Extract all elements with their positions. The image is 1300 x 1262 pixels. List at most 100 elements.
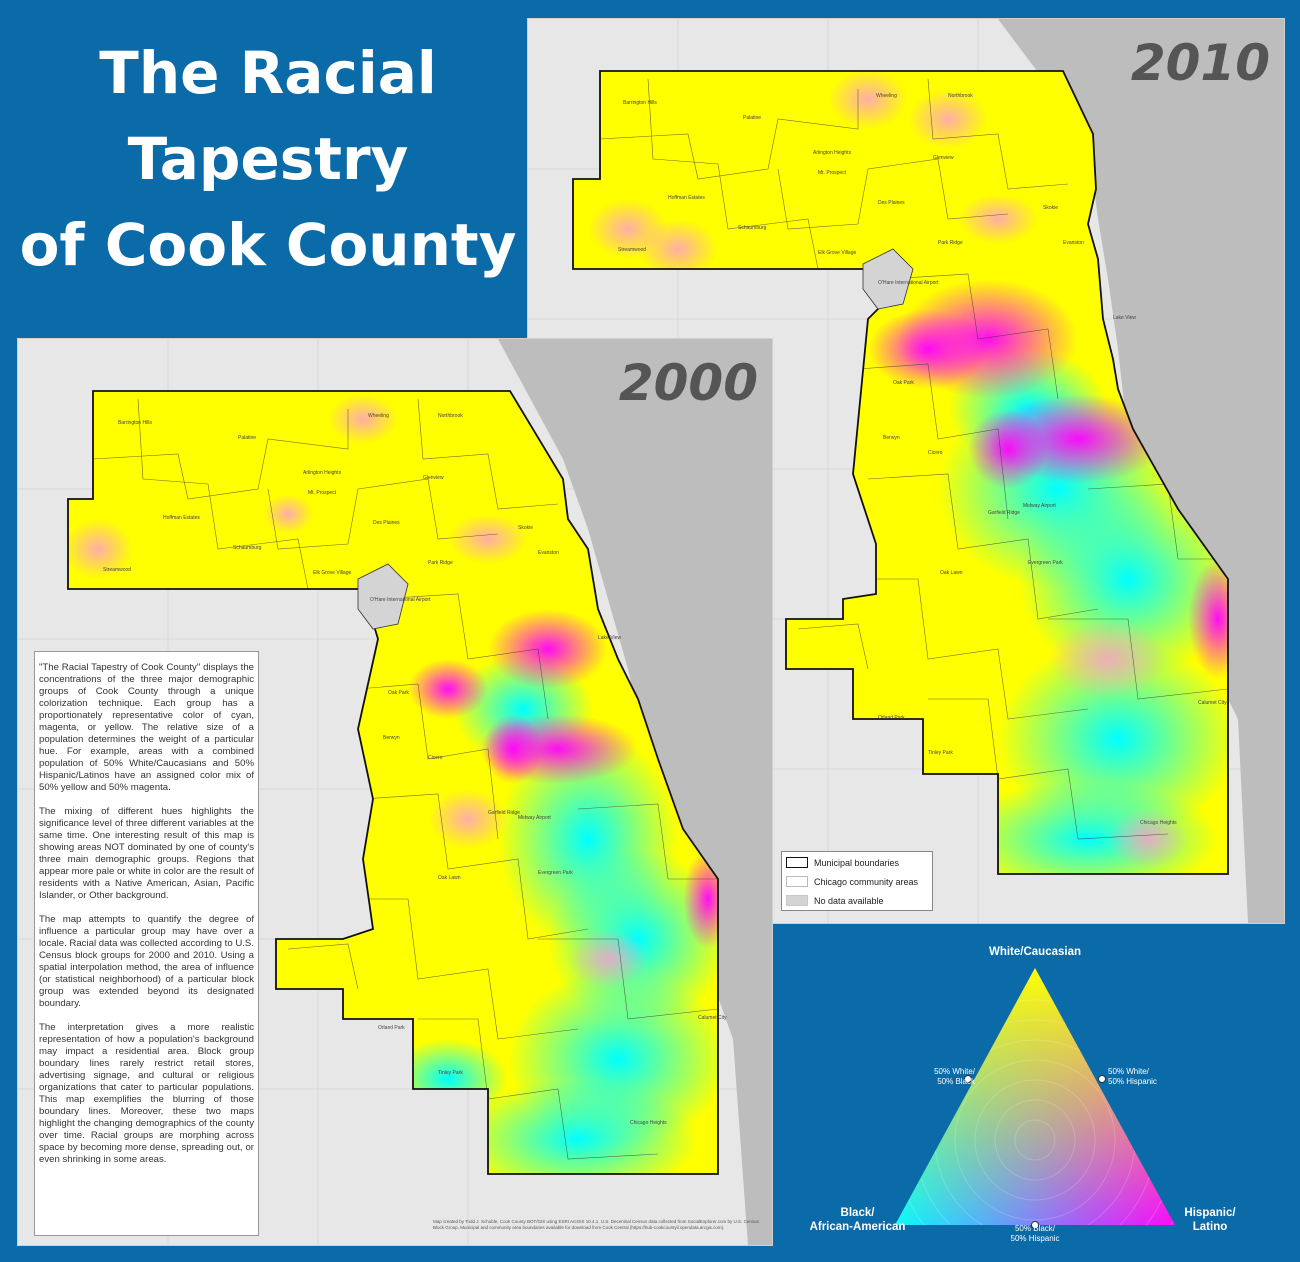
legend-no-data-label: No data available <box>814 895 884 906</box>
ohare-no-data-2010 <box>862 248 914 310</box>
place-label: Tinley Park <box>438 1070 463 1076</box>
municipal-swatch <box>786 857 808 868</box>
color-triangle <box>895 968 1175 1225</box>
place-label: Lake View <box>598 635 621 641</box>
place-label: Des Plaines <box>878 200 905 206</box>
municipal-boundaries-2010 <box>599 78 1228 840</box>
label-wh-line-1: 50% White/ <box>1108 1067 1149 1076</box>
description-panel: "The Racial Tapestry of Cook County" dis… <box>34 651 259 1236</box>
place-label: Evanston <box>538 550 559 556</box>
county-outline-2000 <box>67 390 719 1175</box>
year-label-2000: 2000 <box>618 354 758 412</box>
legend-row-no-data: No data available <box>786 892 928 909</box>
place-label: Glenview <box>423 475 444 481</box>
place-labels-2010: Barrington Hills Palatine Wheeling North… <box>618 93 1227 826</box>
place-label: Berwyn <box>383 735 400 741</box>
label-white-caucasian: White/Caucasian <box>988 946 1082 958</box>
label-50-black-50-hispanic: 50% Black/ 50% Hispanic <box>995 1224 1075 1244</box>
description-paragraph-2: The mixing of different hues highlights … <box>39 806 254 901</box>
label-wb-line-1: 50% White/ <box>934 1067 975 1076</box>
place-label: Cicero <box>428 755 443 761</box>
place-label: Skokie <box>1043 205 1058 211</box>
label-50-white-50-black: 50% White/ 50% Black <box>905 1067 975 1087</box>
place-label: Garfield Ridge <box>988 510 1020 516</box>
place-label: Mt. Prospect <box>818 170 847 176</box>
place-label: Orland Park <box>378 1025 405 1031</box>
place-label: Northbrook <box>948 93 973 99</box>
place-label: Midway Airport <box>1023 503 1056 509</box>
place-label: Northbrook <box>438 413 463 419</box>
place-label: Oak Park <box>388 690 409 696</box>
description-paragraph-1: "The Racial Tapestry of Cook County" dis… <box>39 662 254 793</box>
place-label: Oak Lawn <box>940 570 963 576</box>
description-paragraph-4: The interpretation gives a more realisti… <box>39 1022 254 1165</box>
place-label: Chicago Heights <box>630 1120 667 1126</box>
label-hispanic-line-1: Hispanic/ <box>1184 1207 1236 1219</box>
lake-michigan <box>498 339 772 1245</box>
label-bh-line-2: 50% Hispanic <box>1010 1234 1060 1243</box>
place-label: Des Plaines <box>373 520 400 526</box>
place-label: Lake View <box>1113 315 1136 321</box>
year-label-2010: 2010 <box>1130 34 1270 92</box>
label-black-line-2: African-American <box>809 1221 906 1233</box>
place-label: Wheeling <box>876 93 897 99</box>
place-label: Wheeling <box>368 413 389 419</box>
legend-municipal-label: Municipal boundaries <box>814 857 900 868</box>
place-label: Barrington Hills <box>623 100 657 106</box>
place-label: Elk Grove Village <box>313 570 351 576</box>
place-label: Berwyn <box>883 435 900 441</box>
map-credit: Map created by Todd J. Schuble, Cook Cou… <box>433 1219 759 1230</box>
page-title: The Racial Tapestry of Cook County <box>18 30 518 320</box>
ohare-no-data-2000 <box>357 563 409 630</box>
map-2000: Barrington Hills Palatine Wheeling North… <box>17 338 773 1246</box>
place-label: Streamwood <box>103 567 131 573</box>
place-label: Mt. Prospect <box>308 490 337 496</box>
place-label: Evergreen Park <box>1028 560 1063 566</box>
label-wh-line-2: 50% Hispanic <box>1108 1077 1157 1086</box>
place-label: Midway Airport <box>518 815 551 821</box>
place-label: Skokie <box>518 525 533 531</box>
place-label: Barrington Hills <box>118 420 152 426</box>
place-label: Calumet City <box>698 1015 727 1021</box>
place-label: Arlington Heights <box>303 470 342 476</box>
legend-row-community: Chicago community areas <box>786 873 928 890</box>
place-label: Oak Park <box>893 380 914 386</box>
label-hispanic-line-2: Latino <box>1192 1221 1228 1233</box>
place-label: Schaumburg <box>233 545 262 551</box>
midpoint-white-hispanic <box>1098 1075 1106 1083</box>
label-hispanic-latino: Hispanic/ Latino <box>1170 1206 1250 1234</box>
label-black-african-american: Black/ African-American <box>790 1206 925 1234</box>
place-label: Cicero <box>928 450 943 456</box>
midpoint-black-hispanic <box>1031 1221 1039 1229</box>
legend-community-label: Chicago community areas <box>814 876 919 887</box>
color-triangle-legend: White/Caucasian Black/ African-American … <box>790 935 1280 1245</box>
label-black-line-1: Black/ <box>840 1207 875 1219</box>
place-label: O'Hare International Airport <box>878 280 939 286</box>
place-label: Hoffman Estates <box>163 515 200 521</box>
municipal-boundaries-2000 <box>92 398 718 1160</box>
title-line-2: Tapestry <box>127 125 409 193</box>
place-label: Glenview <box>933 155 954 161</box>
place-label: Garfield Ridge <box>488 810 520 816</box>
title-line-1: The Racial <box>99 39 437 107</box>
place-label: Palatine <box>238 435 256 441</box>
place-label: Orland Park <box>878 715 905 721</box>
midpoint-white-black <box>964 1075 972 1083</box>
legend-row-municipal: Municipal boundaries <box>786 854 928 871</box>
place-label: Evergreen Park <box>538 870 573 876</box>
place-label: Schaumburg <box>738 225 767 231</box>
color-triangle-canvas <box>895 968 1175 1229</box>
place-label: Streamwood <box>618 247 646 253</box>
place-label: Elk Grove Village <box>818 250 856 256</box>
label-bh-line-1: 50% Black/ <box>1014 1224 1056 1233</box>
community-swatch <box>786 876 808 887</box>
place-label: Park Ridge <box>428 560 453 566</box>
label-wb-line-2: 50% Black <box>937 1077 975 1086</box>
place-label: Evanston <box>1063 240 1084 246</box>
place-label: Tinley Park <box>928 750 953 756</box>
place-labels-2000: Barrington Hills Palatine Wheeling North… <box>103 413 727 1126</box>
place-label: Arlington Heights <box>813 150 852 156</box>
map-legend: Municipal boundaries Chicago community a… <box>781 851 933 911</box>
place-label: Chicago Heights <box>1140 820 1177 826</box>
place-label: Park Ridge <box>938 240 963 246</box>
